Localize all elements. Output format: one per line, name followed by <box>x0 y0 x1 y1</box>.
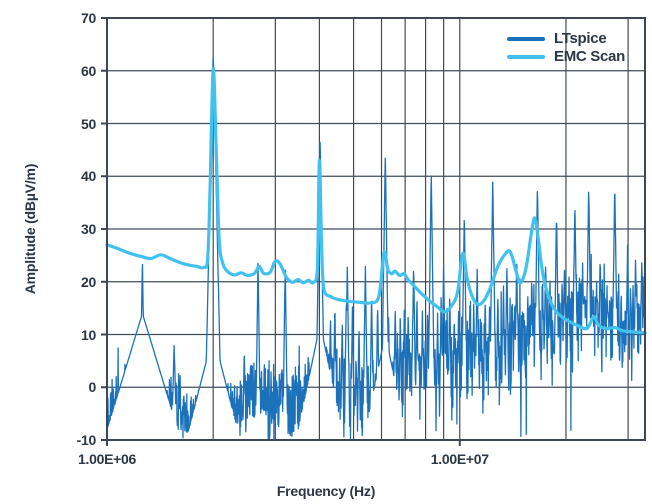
y-tick-label: 40 <box>81 168 96 185</box>
emc-scan-trace <box>105 67 647 335</box>
legend: LTspice EMC Scan <box>507 31 625 64</box>
legend-label-ltspice: LTspice <box>554 30 607 47</box>
y-tick-label: 30 <box>81 221 96 237</box>
legend-item-emc-scan: EMC Scan <box>507 49 625 64</box>
plot-border <box>106 17 646 441</box>
y-axis-title: Amplitude (dBµV/m) <box>22 163 38 295</box>
y-tick-label: 20 <box>81 273 96 290</box>
emc-scan-line-swatch <box>507 54 545 59</box>
y-tick-label: -10 <box>76 432 97 448</box>
ltspice-line-swatch <box>507 36 545 41</box>
ltspice-trace <box>106 56 646 440</box>
trace-group <box>105 56 647 440</box>
x-axis-title: Frequency (Hz) <box>276 483 376 499</box>
y-tick-label: 10 <box>81 326 96 343</box>
plot-frame <box>106 17 646 441</box>
x-tick-label: 1.00E+06 <box>78 451 136 467</box>
x-tick-label: 1.00E+07 <box>430 451 489 467</box>
y-tick-label: 70 <box>81 10 96 26</box>
y-tick-label: 60 <box>81 62 96 79</box>
y-tick-label: 0 <box>88 379 97 396</box>
legend-item-ltspice: LTspice <box>507 31 625 46</box>
y-tick-label: 50 <box>81 115 96 132</box>
legend-label-emc-scan: EMC Scan <box>554 48 625 65</box>
